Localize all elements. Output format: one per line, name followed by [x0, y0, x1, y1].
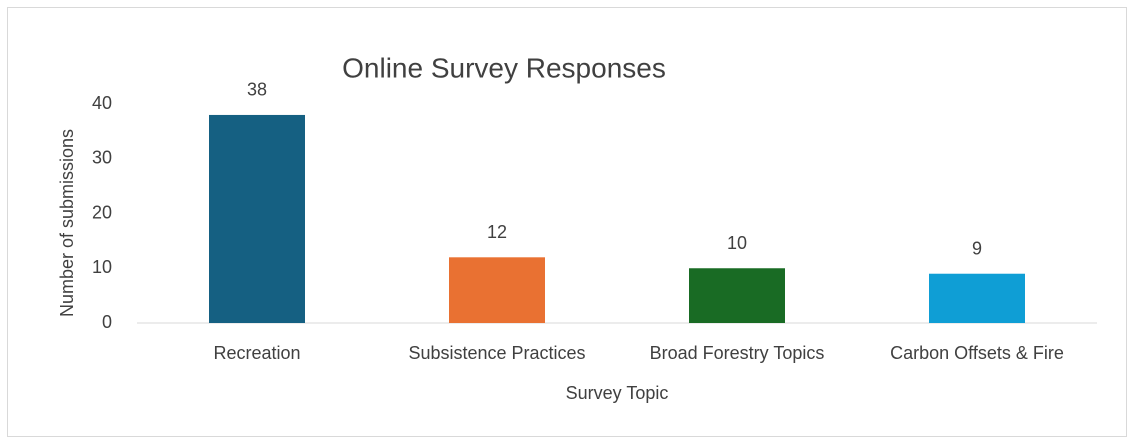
x-axis-label: Survey Topic — [566, 383, 669, 403]
bar — [209, 114, 305, 323]
x-tick-label: Carbon Offsets & Fire — [890, 343, 1064, 363]
x-tick-label: Broad Forestry Topics — [650, 343, 825, 363]
bar — [449, 257, 545, 323]
x-tick-label: Recreation — [213, 343, 300, 363]
y-tick-label: 40 — [92, 93, 112, 113]
data-label: 38 — [247, 80, 267, 100]
y-tick-label: 10 — [92, 257, 112, 277]
bar — [929, 273, 1025, 323]
y-tick-label: 30 — [92, 148, 112, 168]
y-tick-label: 20 — [92, 202, 112, 222]
y-tick-label: 0 — [102, 312, 112, 332]
data-label: 12 — [487, 222, 507, 242]
data-label: 10 — [727, 233, 747, 253]
x-tick-label: Subsistence Practices — [408, 343, 585, 363]
bar — [689, 268, 785, 323]
y-axis-label: Number of submissions — [57, 129, 77, 317]
data-label: 9 — [972, 238, 982, 258]
chart-border — [7, 7, 1127, 437]
chart-title: Online Survey Responses — [342, 52, 666, 83]
